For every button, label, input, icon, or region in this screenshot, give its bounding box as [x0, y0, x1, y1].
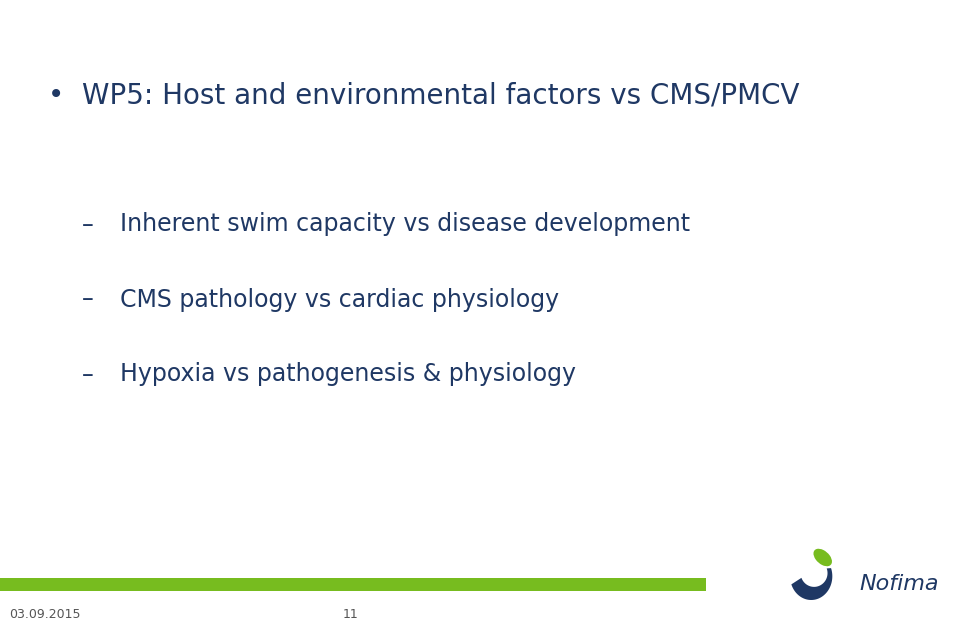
Text: –: – [82, 213, 93, 236]
Text: –: – [82, 288, 93, 311]
Ellipse shape [813, 549, 832, 566]
Text: 11: 11 [343, 608, 358, 621]
Text: WP5: Host and environmental factors vs CMS/PMCV: WP5: Host and environmental factors vs C… [82, 81, 799, 109]
Text: CMS pathology vs cardiac physiology: CMS pathology vs cardiac physiology [120, 288, 559, 311]
Polygon shape [791, 568, 832, 600]
Text: Hypoxia vs pathogenesis & physiology: Hypoxia vs pathogenesis & physiology [120, 362, 576, 386]
Text: –: – [82, 362, 93, 386]
Text: 03.09.2015: 03.09.2015 [10, 608, 81, 621]
Text: Inherent swim capacity vs disease development: Inherent swim capacity vs disease develo… [120, 213, 690, 236]
FancyBboxPatch shape [0, 578, 706, 591]
Text: Nofima: Nofima [859, 574, 939, 594]
Text: •: • [48, 81, 64, 109]
